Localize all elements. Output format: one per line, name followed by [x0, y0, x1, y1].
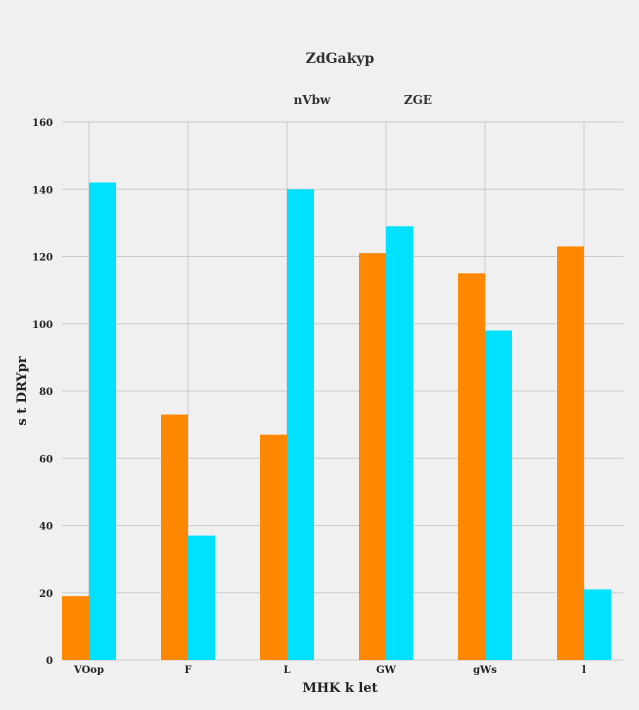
- bar-2: [287, 189, 314, 660]
- ticks: 0 20 40 60 80 100 120 140 160 VOop F L GW gWs l: [32, 118, 586, 676]
- y-tick-label: 0: [46, 656, 53, 667]
- legend-series-2: ZGE: [404, 93, 432, 107]
- x-tick-label: GW: [376, 665, 397, 676]
- y-tick-label: 160: [32, 118, 53, 129]
- bar-2: [485, 330, 512, 660]
- bar-1: [62, 596, 89, 660]
- bar-1: [458, 273, 485, 660]
- y-axis-label: s t DRYpr: [15, 356, 30, 425]
- bar-1: [359, 253, 386, 660]
- bar-2: [386, 226, 413, 661]
- y-tick-label: 20: [39, 589, 53, 600]
- bar-1: [260, 434, 287, 660]
- chart-title: ZdGakyp: [306, 51, 375, 67]
- x-tick-label: VOop: [73, 665, 104, 676]
- y-tick-label: 100: [32, 320, 53, 331]
- legend-series-1: nVbw: [294, 93, 331, 107]
- bar-2: [89, 182, 116, 660]
- x-tick-label: l: [582, 665, 586, 676]
- x-tick-label: gWs: [473, 665, 497, 676]
- bar-2: [188, 535, 215, 660]
- y-tick-label: 80: [39, 387, 53, 398]
- bar-1: [161, 414, 188, 660]
- bars: [62, 182, 611, 661]
- x-tick-label: F: [184, 665, 191, 676]
- x-axis-label: MHK k let: [302, 681, 377, 696]
- y-tick-label: 60: [39, 454, 53, 465]
- bar-2: [584, 589, 611, 660]
- x-tick-label: L: [283, 665, 290, 676]
- y-tick-label: 140: [32, 185, 53, 196]
- grid: [62, 121, 623, 661]
- bar-1: [557, 246, 584, 660]
- y-tick-label: 40: [39, 522, 53, 533]
- y-tick-label: 120: [32, 253, 53, 264]
